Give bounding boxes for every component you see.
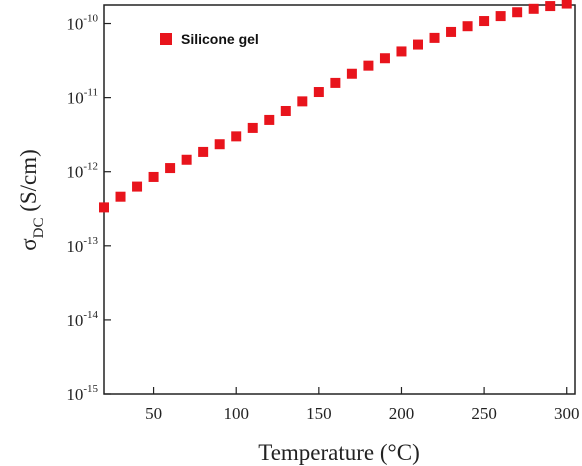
y-tick-label: 10-13 [66,235,98,256]
data-points [99,0,572,213]
y-tick-label: 10-11 [67,87,98,108]
data-point [446,26,457,37]
data-point [330,77,341,88]
data-point [379,53,390,64]
data-point [198,146,209,157]
x-tick-label: 250 [471,404,497,423]
legend-label: Silicone gel [181,31,259,47]
data-point [214,139,225,150]
data-point [528,3,539,14]
data-point [231,131,242,142]
y-tick-label: 10-12 [66,161,98,182]
data-point [545,1,556,12]
data-point [115,191,126,202]
data-point [561,0,572,9]
data-point [264,114,275,125]
data-point [132,181,143,192]
data-point [297,96,308,107]
y-tick-label: 10-14 [66,309,98,330]
x-tick-label: 50 [145,404,162,423]
data-point [346,68,357,79]
x-axis-title: Temperature (°C) [258,440,419,465]
data-point [148,171,159,182]
data-point [512,7,523,18]
x-tick-label: 100 [223,404,249,423]
y-tick-label: 10-10 [66,13,98,34]
legend-marker [160,33,172,45]
plot-area [103,4,576,395]
data-point [495,11,506,22]
data-point [247,122,258,133]
data-point [429,32,440,43]
data-point [280,105,291,116]
data-point [181,154,192,165]
data-point [165,163,176,174]
data-point [99,202,109,213]
y-axis: 10-10 10-11 10-12 10-13 10-14 10-15 [66,13,111,404]
data-point [363,60,374,71]
y-axis-title: σDC (S/cm) [16,149,47,251]
x-tick-label: 300 [554,404,580,423]
data-point [313,87,324,98]
legend: Silicone gel [160,31,259,47]
y-tick-label: 10-15 [66,383,98,404]
data-point [396,46,407,57]
data-point [462,21,473,32]
x-axis: 50 100 150 200 250 300 [145,387,579,423]
x-tick-label: 200 [389,404,415,423]
data-point [479,16,490,27]
x-tick-label: 150 [306,404,332,423]
data-point [413,39,423,50]
